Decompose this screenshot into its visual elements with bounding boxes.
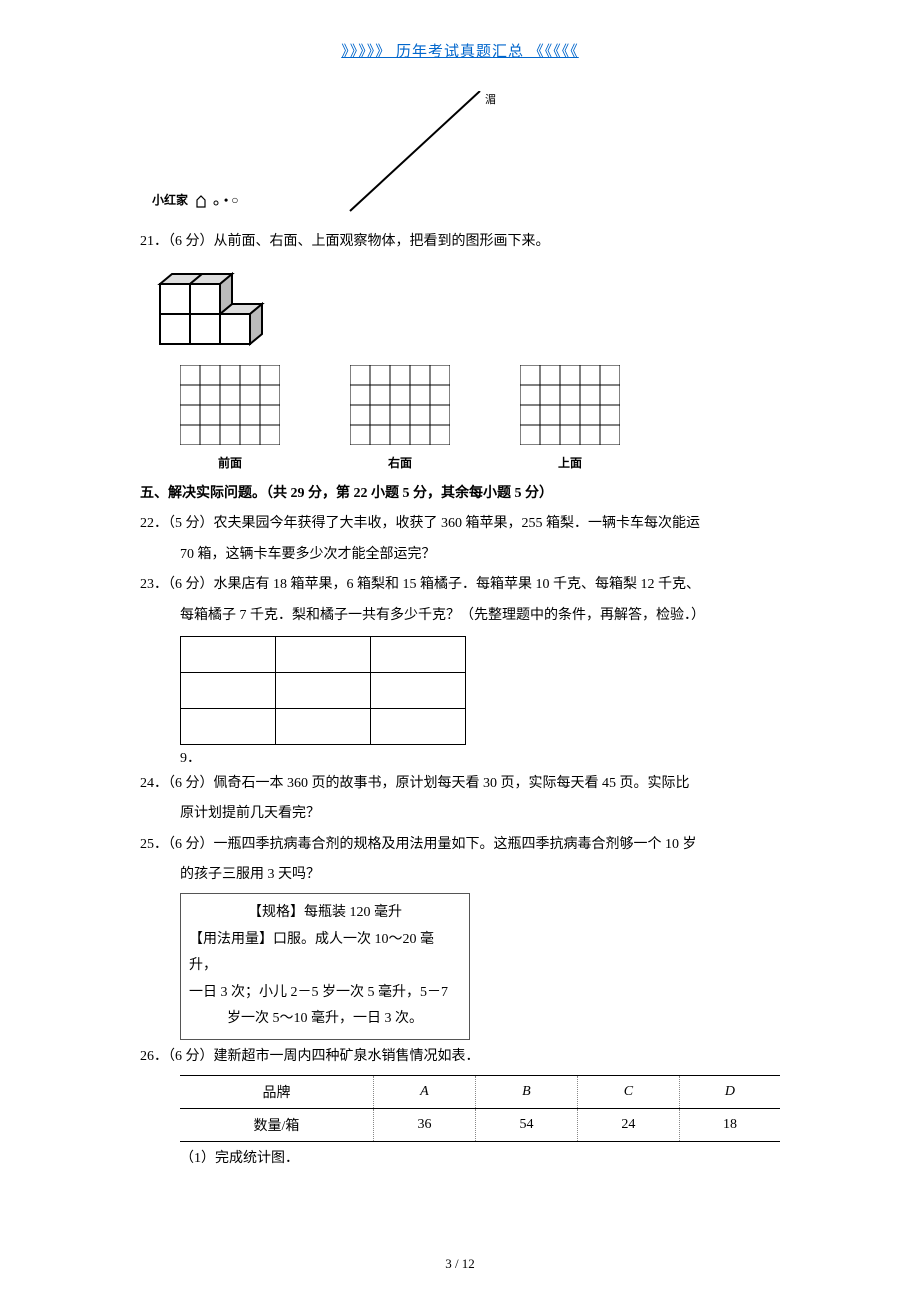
table-header: B (475, 1075, 577, 1108)
table-header: C (577, 1075, 679, 1108)
q24-l1: 24．（6 分）佩奇石一本 360 页的故事书，原计划每天看 30 页，实际每天… (140, 771, 780, 798)
header-link[interactable]: 》》》》》 历年考试真题汇总 《《《《《 (140, 40, 780, 61)
line-label: 湄 (485, 93, 496, 106)
table-header: 品牌 (180, 1075, 373, 1108)
diagonal-line-svg: 湄 (330, 91, 500, 221)
table-cell: 36 (373, 1108, 475, 1141)
q20-diagram: 湄 小红家 • ○ (140, 81, 780, 221)
table-row: 品牌 A B C D (180, 1075, 780, 1108)
grid-label-top: 上面 (520, 454, 620, 471)
grid-top: 上面 (520, 365, 620, 471)
q25-l2: 的孩子三服用 3 天吗？ (140, 862, 780, 889)
table-cell (276, 672, 371, 708)
table-cell (181, 672, 276, 708)
view-grids: 前面 右面 (180, 365, 780, 471)
infobox-l2: 【用法用量】口服。成人一次 10～20 毫升， (189, 927, 461, 980)
infobox-l1: 【规格】每瓶装 120 毫升 (189, 900, 461, 927)
q26-sub1: （1）完成统计图． (140, 1146, 780, 1173)
grid-front: 前面 (180, 365, 280, 471)
table-cell (276, 708, 371, 744)
cube-svg (150, 264, 290, 354)
house-icon (191, 193, 221, 209)
q26-l1: 26．（6 分）建新超市一周内四种矿泉水销售情况如表． (140, 1044, 780, 1071)
table-cell (371, 636, 466, 672)
grid-svg-front (180, 365, 280, 445)
grid-svg-top (520, 365, 620, 445)
q25-infobox: 【规格】每瓶装 120 毫升 【用法用量】口服。成人一次 10～20 毫升， 一… (180, 893, 470, 1040)
q21-text: 21．（6 分）从前面、右面、上面观察物体，把看到的图形画下来。 (140, 229, 780, 256)
grid-svg-right (350, 365, 450, 445)
table-cell (371, 708, 466, 744)
table-cell (371, 672, 466, 708)
table-cell: 24 (577, 1108, 679, 1141)
table-cell: 54 (475, 1108, 577, 1141)
table-cell: 18 (679, 1108, 780, 1141)
section5-title: 五、解决实际问题。（共 29 分，第 22 小题 5 分，其余每小题 5 分） (140, 481, 780, 508)
q22-l2: 70 箱，这辆卡车要多少次才能全部运完？ (140, 542, 780, 569)
table-cell (181, 708, 276, 744)
infobox-l3: 一日 3 次；小儿 2－5 岁一次 5 毫升，5－7 (189, 980, 461, 1007)
q23-l2: 每箱橘子 7 千克．梨和橘子一共有多少千克？（先整理题中的条件，再解答，检验．） (140, 603, 780, 630)
table-cell (181, 636, 276, 672)
q23-nine: 9． (180, 747, 780, 767)
table-header: D (679, 1075, 780, 1108)
q23-l1: 23．（6 分）水果店有 18 箱苹果，6 箱梨和 15 箱橘子．每箱苹果 10… (140, 572, 780, 599)
grid-right: 右面 (350, 365, 450, 471)
q25-l1: 25．（6 分）一瓶四季抗病毒合剂的规格及用法用量如下。这瓶四季抗病毒合剂够一个… (140, 832, 780, 859)
grid-label-front: 前面 (180, 454, 280, 471)
house-label: 小红家 • ○ (152, 191, 238, 209)
table-row: 数量/箱 36 54 24 18 (180, 1108, 780, 1141)
cube-figure (150, 264, 780, 359)
infobox-l4: 岁一次 5～10 毫升，一日 3 次。 (189, 1006, 461, 1033)
table-header: A (373, 1075, 475, 1108)
table-cell: 数量/箱 (180, 1108, 373, 1141)
q23-table (180, 636, 466, 745)
table-cell (276, 636, 371, 672)
page-footer: 3 / 12 (0, 1256, 920, 1272)
q22-l1: 22．（5 分）农夫果园今年获得了大丰收，收获了 360 箱苹果，255 箱梨．… (140, 511, 780, 538)
grid-label-right: 右面 (350, 454, 450, 471)
q24-l2: 原计划提前几天看完？ (140, 801, 780, 828)
q26-table: 品牌 A B C D 数量/箱 36 54 24 18 (180, 1075, 780, 1142)
header-link-text: 》》》》》 历年考试真题汇总 《《《《《 (341, 44, 579, 60)
